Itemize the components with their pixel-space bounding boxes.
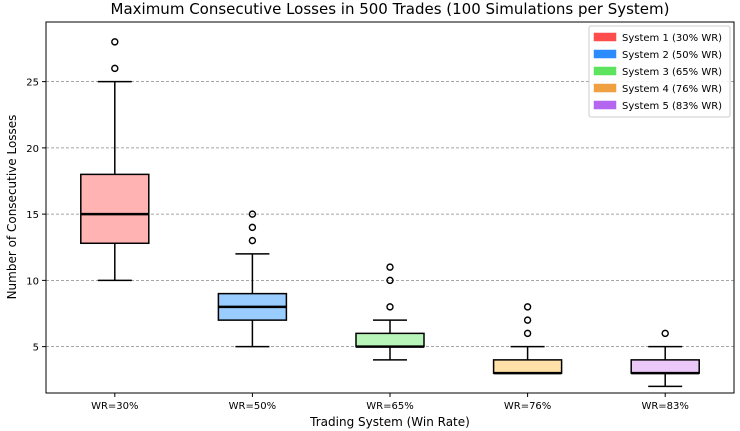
y-tick-label: 5 bbox=[33, 343, 39, 354]
legend-swatch-5 bbox=[593, 100, 617, 110]
legend-swatch-3 bbox=[593, 66, 617, 76]
outlier-point bbox=[248, 236, 257, 245]
legend: System 1 (30% WR) System 2 (50% WR) System… bbox=[588, 25, 731, 118]
x-tick-label: WR=83% bbox=[641, 401, 688, 412]
box-iqr bbox=[80, 173, 150, 245]
outlier-point bbox=[661, 329, 669, 338]
outlier-point bbox=[386, 263, 394, 271]
box-1 bbox=[80, 38, 150, 282]
outlier-point bbox=[248, 210, 257, 218]
legend-label: System 5 (83% WR) bbox=[622, 101, 722, 112]
y-axis-label: Number of Consecutive Losses bbox=[5, 115, 19, 300]
x-tick-label: WR=30% bbox=[91, 401, 138, 412]
outlier-point bbox=[111, 64, 119, 73]
x-tick-label: WR=65% bbox=[366, 401, 413, 412]
box-4 bbox=[492, 303, 563, 375]
legend-frame bbox=[588, 25, 731, 118]
outlier-point bbox=[386, 303, 394, 311]
x-axis-label: Trading System (Win Rate) bbox=[309, 415, 470, 429]
legend-label: System 2 (50% WR) bbox=[622, 50, 722, 61]
box-2 bbox=[217, 210, 288, 348]
outlier-point bbox=[523, 303, 532, 311]
box-iqr bbox=[492, 359, 563, 374]
x-tick-label: WR=76% bbox=[504, 401, 551, 412]
legend-swatch-4 bbox=[593, 83, 617, 93]
box-3 bbox=[355, 263, 425, 361]
box-iqr bbox=[630, 359, 700, 374]
box-iqr bbox=[355, 332, 425, 348]
outlier-point bbox=[523, 316, 532, 324]
legend-label: System 4 (76% WR) bbox=[622, 84, 722, 95]
boxes-group bbox=[80, 38, 700, 388]
legend-label: System 3 (65% WR) bbox=[622, 67, 722, 78]
outlier-point bbox=[523, 329, 532, 338]
outlier-point bbox=[248, 223, 257, 232]
x-axis-ticks: WR=30% WR=50% WR=65% WR=76% WR=83% bbox=[91, 393, 689, 412]
y-tick-label: 25 bbox=[26, 78, 39, 89]
outlier-point bbox=[111, 38, 119, 46]
legend-label: System 1 (30% WR) bbox=[622, 33, 722, 44]
y-tick-label: 15 bbox=[26, 210, 39, 221]
box-5 bbox=[630, 329, 700, 388]
chart-title: Maximum Consecutive Losses in 500 Trades… bbox=[111, 0, 670, 18]
y-tick-label: 10 bbox=[26, 276, 39, 287]
x-tick-label: WR=50% bbox=[229, 401, 276, 412]
y-axis-ticks: 5 10 15 20 25 bbox=[26, 78, 46, 354]
outlier-point bbox=[386, 276, 394, 285]
legend-swatch-2 bbox=[593, 49, 617, 59]
y-tick-label: 20 bbox=[26, 144, 39, 155]
legend-swatch-1 bbox=[593, 32, 617, 42]
